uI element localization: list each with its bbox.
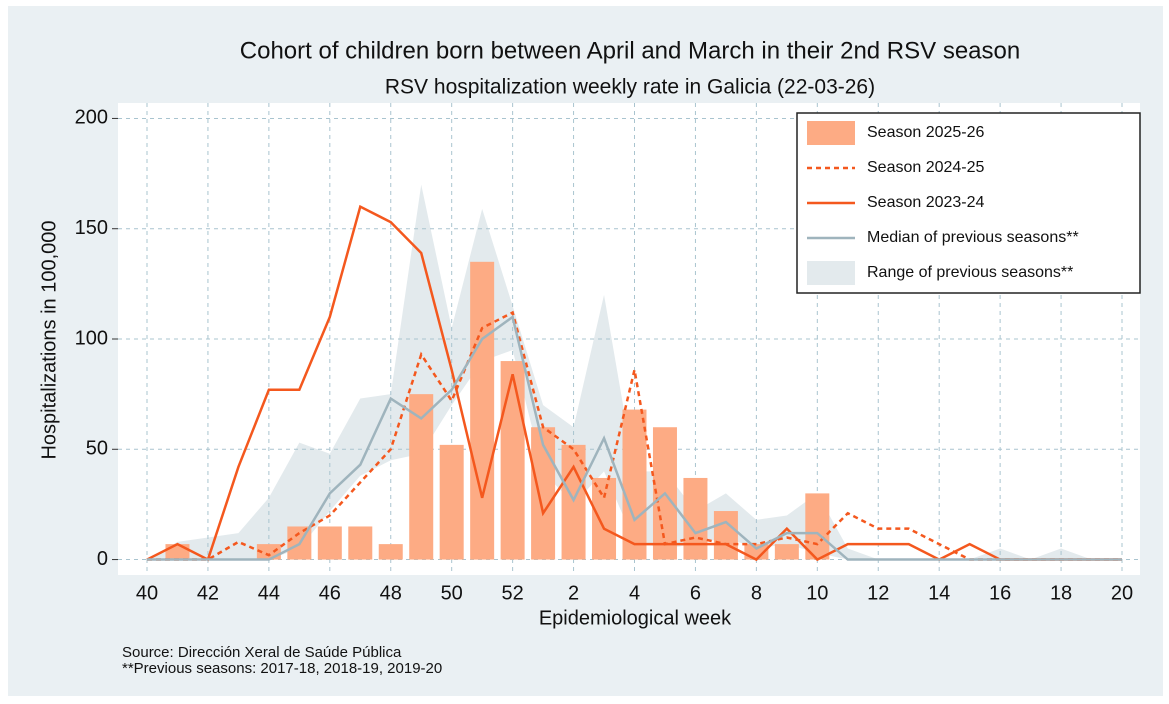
- bar: [622, 409, 647, 560]
- bar: [531, 427, 556, 560]
- legend-swatch: [807, 261, 855, 285]
- y-tick-label: 0: [97, 548, 108, 570]
- x-tick-label: 40: [136, 582, 158, 604]
- x-tick-label: 8: [751, 582, 762, 604]
- x-axis-label: Epidemiological week: [539, 607, 732, 629]
- legend-label: Season 2025-26: [867, 124, 985, 141]
- bar: [165, 544, 190, 560]
- legend-swatch: [807, 121, 855, 145]
- seasons-note: **Previous seasons: 2017-18, 2018-19, 20…: [122, 660, 442, 677]
- bar: [592, 477, 617, 560]
- bar: [439, 444, 464, 560]
- chart-title: Cohort of children born between April an…: [240, 37, 1020, 64]
- bar: [378, 544, 403, 560]
- x-tick-label: 20: [1111, 582, 1133, 604]
- y-tick-label: 200: [75, 107, 108, 129]
- y-tick-label: 50: [86, 438, 108, 460]
- legend-label: Season 2024-25: [867, 159, 985, 176]
- x-tick-label: 16: [989, 582, 1011, 604]
- y-tick-label: 100: [75, 327, 108, 349]
- x-tick-label: 44: [258, 582, 280, 604]
- bar: [683, 477, 708, 560]
- x-tick-label: 46: [319, 582, 341, 604]
- x-tick-label: 12: [867, 582, 889, 604]
- x-tick-label: 48: [380, 582, 402, 604]
- legend-label: Range of previous seasons**: [867, 264, 1073, 281]
- x-tick-label: 6: [690, 582, 701, 604]
- bar: [774, 544, 799, 560]
- bar: [713, 511, 738, 560]
- bar: [470, 261, 495, 560]
- y-tick-label: 150: [75, 217, 108, 239]
- bar: [317, 526, 342, 560]
- x-tick-label: 4: [629, 582, 640, 604]
- x-tick-label: 42: [197, 582, 219, 604]
- source-note: Source: Dirección Xeral de Saúde Pública: [122, 644, 402, 661]
- chart-subtitle: RSV hospitalization weekly rate in Galic…: [385, 76, 875, 99]
- line: [147, 314, 1122, 561]
- x-tick-label: 2: [568, 582, 579, 604]
- legend-label: Season 2023-24: [867, 194, 985, 211]
- y-axis-label: Hospitalizations in 100,000: [38, 220, 60, 459]
- x-tick-label: 14: [928, 582, 950, 604]
- legend-label: Median of previous seasons**: [867, 229, 1079, 246]
- x-tick-label: 52: [502, 582, 524, 604]
- bar: [348, 526, 373, 560]
- bar: [409, 394, 434, 560]
- bar: [500, 361, 525, 560]
- line: [146, 204, 1122, 562]
- x-tick-label: 50: [441, 582, 463, 604]
- x-tick-label: 10: [806, 582, 828, 604]
- x-tick-label: 18: [1050, 582, 1072, 604]
- bar: [805, 493, 830, 560]
